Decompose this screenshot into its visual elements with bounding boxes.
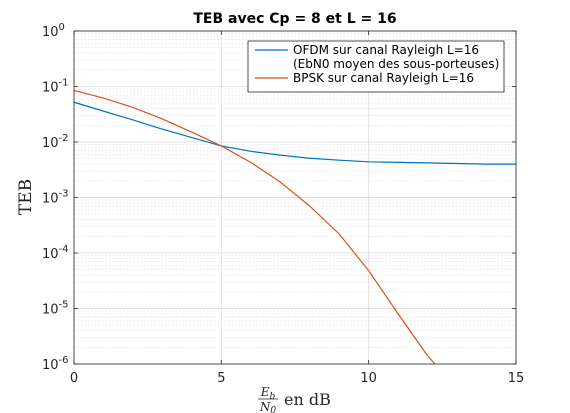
x-label-suffix: en dB (284, 390, 331, 409)
series-layer (73, 89, 516, 365)
y-tick-exponent: 0 (59, 22, 65, 33)
y-tick-label: 10-3 (42, 189, 69, 207)
y-tick-exponent: -1 (59, 78, 69, 89)
series-line-2 (73, 89, 436, 365)
chart-title: TEB avec Cp = 8 et L = 16 (193, 11, 396, 27)
y-tick-exponent: -6 (59, 355, 69, 366)
y-tick-label: 10-6 (42, 355, 69, 373)
y-tick-label: 10-5 (42, 300, 69, 318)
y-tick-exponent: -2 (59, 133, 69, 144)
legend-entry-1: (EbN0 moyen des sous-porteuses) (293, 57, 499, 71)
x-tick-label: 0 (70, 371, 78, 386)
x-label-denominator-sub: 0 (270, 406, 276, 413)
legend: OFDM sur canal Rayleigh L=16(EbN0 moyen … (247, 40, 505, 93)
legend-box (247, 40, 505, 93)
y-tick-exponent: -3 (59, 189, 69, 200)
legend-entry-1: OFDM sur canal Rayleigh L=16 (293, 43, 479, 57)
x-label-numerator-sub: b (270, 392, 276, 402)
y-tick-label: 10-1 (42, 78, 69, 96)
y-tick-exponent: -4 (59, 244, 69, 255)
y-tick-label: 10-2 (42, 133, 69, 151)
y-tick-label: 10-4 (42, 244, 69, 262)
y-tick-exponent: -5 (59, 300, 69, 311)
legend-entry-2: BPSK sur canal Rayleigh L=16 (293, 71, 474, 85)
x-tick-label: 5 (217, 371, 225, 386)
series-line-1 (73, 101, 516, 165)
y-tick-label: 100 (42, 22, 65, 40)
y-axis-label: TEB (16, 179, 36, 215)
x-tick-label: 10 (360, 371, 377, 386)
x-tick-label: 15 (508, 371, 525, 386)
